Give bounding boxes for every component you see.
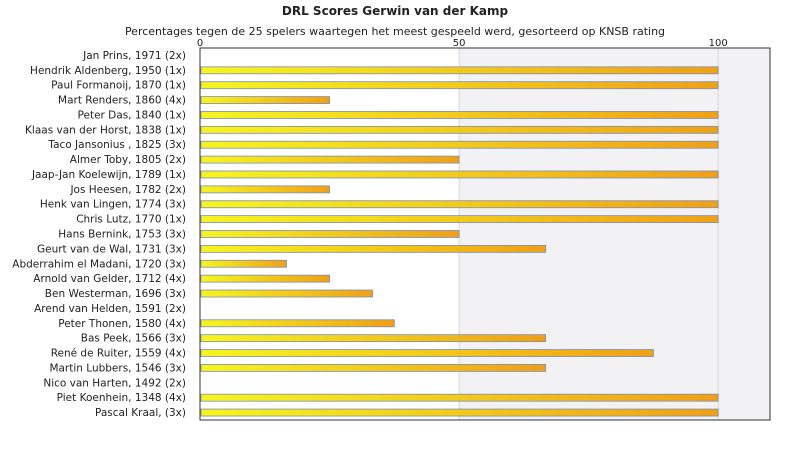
category-label: Jaap-Jan Koelewijn, 1789 (1x) [31,169,186,181]
category-label: Almer Toby, 1805 (2x) [70,154,186,166]
category-label: Jos Heesen, 1782 (2x) [69,184,186,196]
bar [200,319,395,328]
category-label: Peter Thonen, 1580 (4x) [58,318,186,330]
x-tick-label: 0 [197,38,203,49]
category-label: Klaas van der Horst, 1838 (1x) [25,124,186,136]
bar [200,155,460,164]
bar [200,274,330,283]
plot-frame [199,47,771,421]
bar [200,259,287,268]
bar [200,334,547,343]
bar [200,96,330,104]
category-label: Hendrik Aldenberg, 1950 (1x) [30,65,186,77]
category-label: Pascal Kraal, (3x) [95,407,186,419]
bar [200,140,719,149]
category-label: René de Ruiter, 1559 (4x) [51,348,186,360]
bar [200,289,373,298]
bar [200,349,654,357]
bar [200,200,719,209]
chart-title: DRL Scores Gerwin van der Kamp [281,4,509,18]
bar [200,66,719,75]
category-label: Ben Westerman, 1696 (3x) [45,288,186,300]
chart-subtitle: Percentages tegen de 25 spelers waartege… [124,25,666,38]
category-label: Taco Jansonius , 1825 (3x) [47,139,186,151]
category-label: Abderrahim el Madani, 1720 (3x) [12,258,186,270]
bar [200,125,719,134]
bar [200,408,719,417]
bar [200,364,547,372]
bar [200,170,719,179]
x-tick-label: 100 [709,38,728,49]
category-label: Nico van Harten, 1492 (2x) [43,377,186,389]
bar [200,111,719,119]
bar [200,81,719,90]
category-label: Mart Renders, 1860 (4x) [58,95,186,107]
bar [200,393,719,402]
bar [200,215,719,224]
category-label: Geurt van de Wal, 1731 (3x) [37,243,186,255]
category-label: Bas Peek, 1566 (3x) [81,333,186,345]
bar [200,185,330,194]
category-label: Martin Lubbers, 1546 (3x) [49,362,186,374]
category-label: Jan Prins, 1971 (2x) [82,50,186,62]
category-label: Peter Das, 1840 (1x) [78,109,186,121]
category-label: Arnold van Gelder, 1712 (4x) [33,273,186,285]
x-tick-label: 50 [453,38,466,49]
category-label: Paul Formanoij, 1870 (1x) [51,80,186,92]
category-label: Chris Lutz, 1770 (1x) [76,214,186,226]
bar [200,230,460,238]
category-label: Hans Bernink, 1753 (3x) [58,229,186,241]
bar [200,244,547,253]
category-label: Arend van Helden, 1591 (2x) [34,303,186,315]
category-label: Piet Koenhein, 1348 (4x) [57,392,186,404]
category-label: Henk van Lingen, 1774 (3x) [40,199,186,211]
